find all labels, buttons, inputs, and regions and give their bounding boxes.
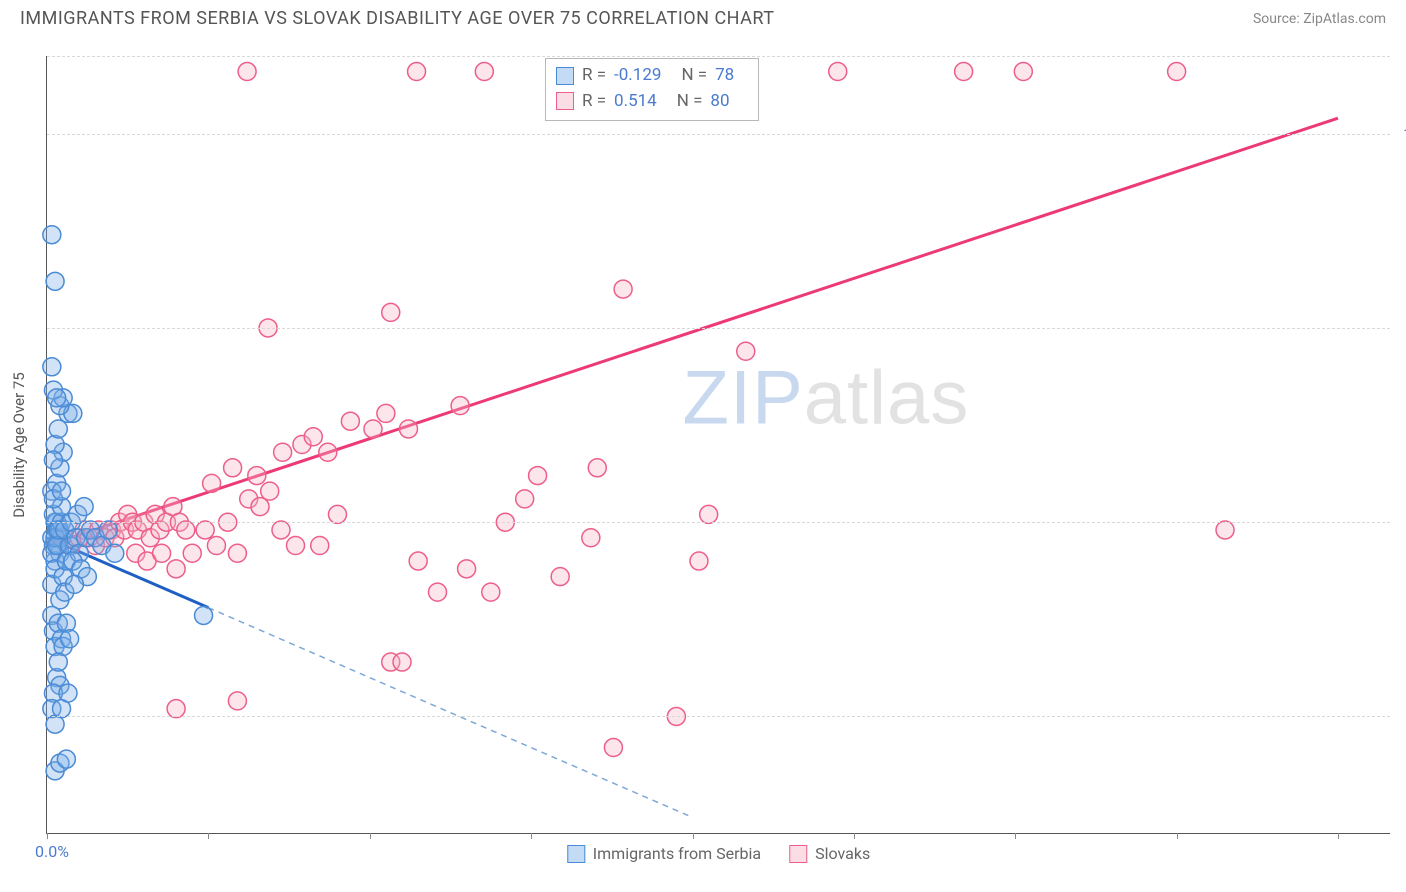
x-tick xyxy=(531,833,532,839)
scatter-point xyxy=(207,537,225,555)
scatter-point xyxy=(382,303,400,321)
scatter-point xyxy=(177,521,195,539)
scatter-point xyxy=(75,498,93,516)
x-tick xyxy=(1015,833,1016,839)
scatter-point xyxy=(224,459,242,477)
scatter-point xyxy=(48,389,66,407)
chart-title: IMMIGRANTS FROM SERBIA VS SLOVAK DISABIL… xyxy=(20,8,775,29)
scatter-point xyxy=(287,537,305,555)
legend-item-blue: Immigrants from Serbia xyxy=(567,844,761,863)
grid-line xyxy=(47,716,1390,717)
scatter-point xyxy=(59,684,77,702)
swatch-pink-icon xyxy=(789,845,807,863)
scatter-point xyxy=(65,575,83,593)
scatter-point xyxy=(604,739,622,757)
legend-label-blue: Immigrants from Serbia xyxy=(593,844,761,863)
legend-label-pink: Slovaks xyxy=(815,844,870,863)
x-tick xyxy=(47,833,48,839)
grid-line xyxy=(47,56,1390,57)
plot-area: Disability Age Over 75 ZIPatlas R = -0.1… xyxy=(46,56,1390,834)
scatter-point xyxy=(251,498,269,516)
scatter-point xyxy=(261,482,279,500)
scatter-point xyxy=(516,490,534,508)
scatter-point xyxy=(167,560,185,578)
grid-line xyxy=(47,328,1390,329)
scatter-point xyxy=(614,280,632,298)
x-tick xyxy=(1177,833,1178,839)
stats-box: R = -0.129 N = 78 R = 0.514 N = 80 xyxy=(545,58,759,121)
scatter-point xyxy=(203,474,221,492)
swatch-blue-icon xyxy=(567,845,585,863)
scatter-point xyxy=(153,544,171,562)
x-tick xyxy=(693,833,694,839)
scatter-point xyxy=(49,420,67,438)
swatch-blue-icon xyxy=(556,67,574,85)
scatter-point xyxy=(228,544,246,562)
stats-row-pink: R = 0.514 N = 80 xyxy=(556,89,746,115)
scatter-point xyxy=(475,63,493,81)
scatter-point xyxy=(274,443,292,461)
scatter-point xyxy=(588,459,606,477)
scatter-point xyxy=(43,358,61,376)
scatter-point xyxy=(737,342,755,360)
swatch-pink-icon xyxy=(556,92,574,110)
scatter-point xyxy=(829,63,847,81)
scatter-point xyxy=(582,529,600,547)
x-tick xyxy=(370,833,371,839)
legend: Immigrants from Serbia Slovaks xyxy=(567,844,870,863)
scatter-point xyxy=(106,544,124,562)
scatter-point xyxy=(311,537,329,555)
scatter-point xyxy=(304,428,322,446)
grid-line xyxy=(47,134,1390,135)
y-axis-title: Disability Age Over 75 xyxy=(10,372,28,517)
scatter-point xyxy=(529,467,547,485)
scatter-point xyxy=(955,63,973,81)
x-tick xyxy=(854,833,855,839)
scatter-point xyxy=(53,482,71,500)
x-tick xyxy=(1338,833,1339,839)
scatter-point xyxy=(248,467,266,485)
scatter-point xyxy=(46,272,64,290)
scatter-point xyxy=(364,420,382,438)
x-tick xyxy=(208,833,209,839)
scatter-point xyxy=(1216,521,1234,539)
scatter-point xyxy=(196,521,214,539)
scatter-point xyxy=(183,544,201,562)
scatter-point xyxy=(393,653,411,671)
scatter-point xyxy=(458,560,476,578)
scatter-point xyxy=(44,451,62,469)
scatter-point xyxy=(238,63,256,81)
scatter-point xyxy=(57,750,75,768)
scatter-point xyxy=(341,412,359,430)
scatter-point xyxy=(1168,63,1186,81)
stats-row-blue: R = -0.129 N = 78 xyxy=(556,63,746,89)
scatter-point xyxy=(99,521,117,539)
scatter-point xyxy=(43,226,61,244)
scatter-point xyxy=(328,505,346,523)
scatter-point xyxy=(61,630,79,648)
scatter-point xyxy=(195,606,213,624)
x-label-min: 0.0% xyxy=(35,842,69,861)
scatter-point xyxy=(408,63,426,81)
scatter-point xyxy=(399,420,417,438)
scatter-point xyxy=(377,404,395,422)
scatter-point xyxy=(272,521,290,539)
scatter-point xyxy=(167,700,185,718)
scatter-point xyxy=(1014,63,1032,81)
source-label: Source: ZipAtlas.com xyxy=(1253,11,1386,27)
scatter-point xyxy=(409,552,427,570)
legend-item-pink: Slovaks xyxy=(789,844,870,863)
scatter-point xyxy=(690,552,708,570)
scatter-point xyxy=(551,568,569,586)
scatter-point xyxy=(49,653,67,671)
scatter-point xyxy=(482,583,500,601)
scatter-point xyxy=(451,397,469,415)
scatter-point xyxy=(319,443,337,461)
scatter-point xyxy=(228,692,246,710)
scatter-point xyxy=(429,583,447,601)
scatter-point xyxy=(700,505,718,523)
grid-line xyxy=(47,522,1390,523)
